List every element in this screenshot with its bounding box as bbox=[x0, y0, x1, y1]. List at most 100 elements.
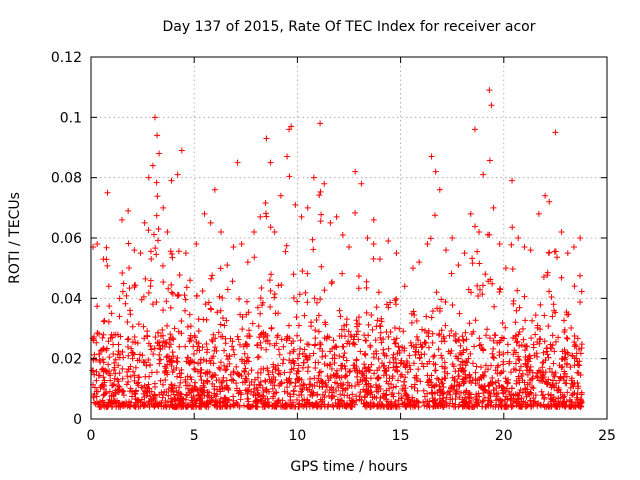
noise-point bbox=[194, 360, 201, 367]
noise-point bbox=[392, 301, 399, 308]
noise-point bbox=[466, 372, 473, 379]
noise-point bbox=[197, 356, 204, 363]
noise-point bbox=[126, 265, 133, 272]
noise-point bbox=[160, 279, 167, 286]
data-point bbox=[271, 228, 278, 235]
data-point bbox=[156, 150, 163, 157]
noise-point bbox=[155, 225, 162, 232]
noise-point bbox=[530, 385, 537, 392]
noise-point bbox=[524, 343, 531, 350]
noise-point bbox=[458, 351, 465, 358]
noise-point bbox=[380, 336, 387, 343]
noise-point bbox=[189, 358, 196, 365]
noise-point bbox=[122, 300, 129, 307]
noise-point bbox=[295, 376, 302, 383]
noise-point bbox=[382, 392, 389, 399]
noise-point bbox=[395, 377, 402, 384]
noise-point bbox=[306, 381, 313, 388]
noise-point bbox=[152, 245, 159, 252]
noise-point bbox=[276, 351, 283, 358]
noise-point bbox=[554, 387, 561, 394]
noise-point bbox=[438, 296, 445, 303]
noise-point bbox=[564, 389, 571, 396]
noise-point bbox=[509, 224, 516, 231]
data-point bbox=[151, 114, 158, 121]
noise-point bbox=[257, 339, 264, 346]
noise-point bbox=[321, 360, 328, 367]
noise-point bbox=[254, 342, 261, 349]
noise-point bbox=[476, 335, 483, 342]
noise-point bbox=[212, 372, 219, 379]
noise-point bbox=[390, 364, 397, 371]
noise-point bbox=[398, 357, 405, 364]
noise-point bbox=[168, 250, 175, 257]
noise-point bbox=[115, 348, 122, 355]
noise-point bbox=[477, 341, 484, 348]
noise-point bbox=[459, 333, 466, 340]
noise-point bbox=[96, 351, 103, 358]
noise-point bbox=[246, 382, 253, 389]
noise-point bbox=[552, 248, 559, 255]
noise-point bbox=[519, 325, 526, 332]
noise-point bbox=[532, 312, 539, 319]
noise-point bbox=[348, 403, 355, 410]
noise-point bbox=[400, 382, 407, 389]
noise-point bbox=[245, 386, 252, 393]
noise-point bbox=[244, 395, 251, 402]
noise-point bbox=[390, 393, 397, 400]
noise-point bbox=[528, 335, 535, 342]
noise-point bbox=[299, 364, 306, 371]
noise-point bbox=[343, 357, 350, 364]
noise-point bbox=[569, 352, 576, 359]
noise-point bbox=[241, 360, 248, 367]
noise-point bbox=[376, 398, 383, 405]
noise-point bbox=[429, 330, 436, 337]
noise-point bbox=[148, 346, 155, 353]
noise-point bbox=[126, 285, 133, 292]
data-point bbox=[131, 247, 138, 254]
noise-point bbox=[351, 341, 358, 348]
noise-point bbox=[103, 244, 110, 251]
noise-point bbox=[208, 355, 215, 362]
noise-point bbox=[119, 365, 126, 372]
noise-point bbox=[115, 341, 122, 348]
noise-point bbox=[361, 361, 368, 368]
noise-point bbox=[130, 350, 137, 357]
noise-point bbox=[497, 402, 504, 409]
noise-point bbox=[147, 248, 154, 255]
noise-point bbox=[372, 337, 379, 344]
noise-point bbox=[571, 283, 578, 290]
noise-point bbox=[100, 359, 107, 366]
noise-point bbox=[273, 389, 280, 396]
noise-point bbox=[441, 359, 448, 366]
noise-point bbox=[107, 377, 114, 384]
x-tick-label: 10 bbox=[288, 428, 306, 444]
noise-point bbox=[462, 362, 469, 369]
noise-point bbox=[265, 402, 272, 409]
noise-point bbox=[217, 265, 224, 272]
noise-point bbox=[555, 334, 562, 341]
noise-point bbox=[106, 354, 113, 361]
noise-point bbox=[522, 317, 529, 324]
x-axis-label: GPS time / hours bbox=[290, 459, 407, 475]
noise-point bbox=[474, 248, 481, 255]
noise-point bbox=[472, 317, 479, 324]
data-point bbox=[552, 129, 559, 136]
noise-point bbox=[149, 301, 156, 308]
data-point bbox=[317, 120, 324, 127]
noise-point bbox=[147, 283, 154, 290]
noise-point bbox=[383, 328, 390, 335]
noise-point bbox=[248, 367, 255, 374]
data-point bbox=[486, 87, 493, 94]
noise-point bbox=[118, 401, 125, 408]
noise-point bbox=[545, 323, 552, 330]
noise-point bbox=[146, 398, 153, 405]
noise-point bbox=[259, 384, 266, 391]
noise-point bbox=[331, 344, 338, 351]
noise-point bbox=[496, 382, 503, 389]
noise-point bbox=[445, 348, 452, 355]
noise-point bbox=[177, 379, 184, 386]
noise-point bbox=[141, 335, 148, 342]
noise-point bbox=[330, 403, 337, 410]
data-point bbox=[393, 250, 400, 257]
